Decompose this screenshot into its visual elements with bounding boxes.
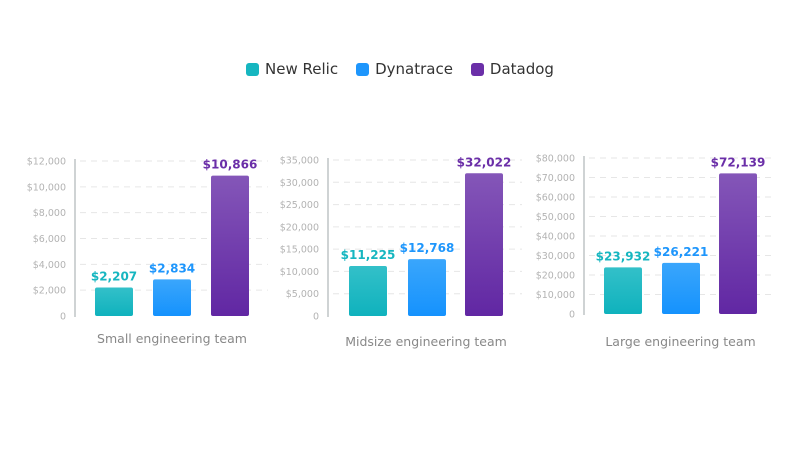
- bar-dynatrace: [408, 259, 446, 316]
- y-tick-label: $30,000: [536, 251, 575, 262]
- data-label: $10,866: [203, 158, 258, 172]
- y-tick-label: $6,000: [33, 234, 66, 245]
- legend-label: New Relic: [265, 60, 339, 78]
- y-tick-label: $80,000: [536, 154, 575, 165]
- y-tick-label: $12,000: [27, 157, 66, 168]
- bar-datadog: [719, 173, 757, 314]
- y-tick-label: $20,000: [280, 222, 319, 233]
- legend-label: Datadog: [489, 60, 554, 78]
- x-axis-label: Small engineering team: [97, 331, 247, 346]
- y-tick-label: 0: [313, 312, 319, 323]
- data-label: $26,221: [654, 245, 709, 259]
- legend: New Relic Dynatrace Datadog: [0, 60, 800, 78]
- y-tick-label: $20,000: [536, 271, 575, 282]
- x-axis-label: Midsize engineering team: [345, 334, 507, 349]
- y-tick-label: $5,000: [286, 289, 319, 300]
- y-tick-label: $40,000: [536, 232, 575, 243]
- data-label: $32,022: [457, 155, 512, 169]
- y-tick-label: $70,000: [536, 173, 575, 184]
- data-label: $12,768: [400, 241, 455, 255]
- legend-label: Dynatrace: [375, 60, 453, 78]
- y-tick-label: $8,000: [33, 208, 66, 219]
- y-tick-label: $25,000: [280, 200, 319, 211]
- x-axis-label: Large engineering team: [605, 334, 755, 349]
- data-label: $72,139: [711, 155, 766, 169]
- y-tick-label: $10,000: [280, 267, 319, 278]
- y-tick-label: $50,000: [536, 212, 575, 223]
- legend-swatch: [356, 62, 370, 76]
- y-tick-label: $15,000: [280, 245, 319, 256]
- legend-item-dynatrace[interactable]: Dynatrace: [356, 60, 453, 78]
- legend-item-new-relic[interactable]: New Relic: [246, 60, 338, 78]
- y-tick-label: 0: [60, 312, 66, 323]
- bar-new-relic: [604, 267, 642, 314]
- data-label: $2,834: [149, 261, 195, 275]
- legend-swatch: [246, 62, 260, 76]
- data-label: $2,207: [91, 269, 137, 283]
- data-label: $11,225: [341, 248, 396, 262]
- y-tick-label: $4,000: [33, 260, 66, 271]
- bar-datadog: [465, 173, 503, 316]
- bar-new-relic: [95, 287, 133, 316]
- y-tick-label: $35,000: [280, 156, 319, 167]
- y-tick-label: 0: [569, 310, 575, 321]
- y-tick-label: $10,000: [536, 290, 575, 301]
- bar-datadog: [211, 175, 249, 316]
- legend-item-datadog[interactable]: Datadog: [470, 60, 554, 78]
- legend-swatch: [470, 62, 484, 76]
- bar-dynatrace: [153, 279, 191, 316]
- y-tick-label: $10,000: [27, 182, 66, 193]
- y-tick-label: $30,000: [280, 178, 319, 189]
- y-tick-label: $60,000: [536, 193, 575, 204]
- bar-new-relic: [349, 265, 387, 316]
- bar-dynatrace: [662, 262, 700, 314]
- y-tick-label: $2,000: [33, 286, 66, 297]
- data-label: $23,932: [596, 249, 651, 263]
